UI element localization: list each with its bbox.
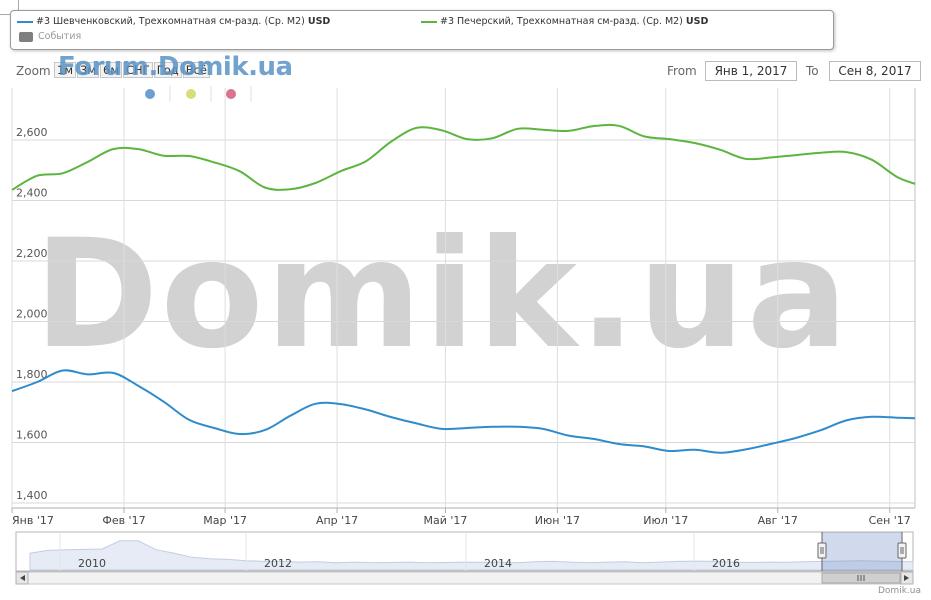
from-date-input[interactable]: Янв 1, 2017	[705, 61, 797, 81]
y-tick-label: 1,400	[16, 489, 48, 502]
series-line-pechersky	[11, 123, 916, 191]
zoom-button-1y[interactable]: Год	[153, 62, 182, 78]
x-tick-label: Янв '17	[12, 514, 54, 527]
y-tick-label: 2,000	[16, 308, 48, 321]
event-marker-icon	[186, 89, 196, 99]
zoom-button-all[interactable]: Всё	[182, 62, 211, 78]
event-marker-icon	[226, 89, 236, 99]
grid	[11, 88, 916, 508]
navigator-year-label: 2016	[712, 557, 740, 570]
y-tick-label: 1,600	[16, 429, 48, 442]
navigator-selected-range	[822, 532, 902, 571]
event-marker-icon	[145, 89, 155, 99]
navigator-handle[interactable]	[897, 542, 907, 559]
x-tick-label: Май '17	[423, 514, 467, 527]
handle-box	[817, 542, 827, 559]
series-line-shevchenkovsky	[11, 369, 916, 454]
navigator[interactable]: 2010 2012 2014 2016	[15, 531, 914, 585]
navigator-handle[interactable]	[817, 542, 827, 559]
credit-link[interactable]: Domik.ua	[878, 586, 921, 596]
series-lines	[11, 123, 916, 454]
x-tick-label: Мар '17	[203, 514, 247, 527]
to-label: To	[806, 64, 819, 78]
x-tick-label: Июн '17	[535, 514, 580, 527]
x-tick-label: Сен '17	[869, 514, 911, 527]
arrow-left-icon	[20, 575, 25, 581]
zoom-button-ytd[interactable]: СНГ	[123, 62, 153, 78]
x-tick-label: Фев '17	[102, 514, 145, 527]
navigator-year-label: 2010	[78, 557, 106, 570]
y-tick-label: 2,600	[16, 126, 48, 139]
zoom-button-1m[interactable]: 1м	[54, 62, 76, 78]
events-square-icon	[19, 31, 33, 42]
y-tick-label: 1,800	[16, 368, 48, 381]
zoom-label: Zoom	[16, 64, 51, 78]
series-line-icon	[17, 20, 33, 23]
forum-watermark: Forum.Domik.ua	[58, 52, 293, 82]
navigator-year-label: 2014	[484, 557, 512, 570]
x-tick-label: Апр '17	[316, 514, 358, 527]
series-line-icon	[421, 20, 437, 23]
to-date-input[interactable]: Сен 8, 2017	[829, 61, 921, 81]
zoom-button-3m[interactable]: 3м	[77, 62, 99, 78]
event-markers	[145, 86, 252, 102]
legend-item-events[interactable]: События	[19, 31, 81, 42]
y-tick-label: 2,200	[16, 247, 48, 260]
y-axis-labels: 1,400 1,600 1,800 2,000 2,200 2,400 2,600	[16, 126, 48, 502]
x-axis: Янв '17 Фев '17 Мар '17 Апр '17 Май '17 Июн '…	[11, 507, 915, 527]
legend-item-shevchenkovsky[interactable]: #3 Шевченковский, Трехкомнатная см-разд.…	[17, 16, 330, 27]
y-tick-label: 2,400	[16, 187, 48, 200]
navigator-scrollbar[interactable]	[15, 571, 914, 585]
domik-watermark: Domik.ua	[34, 208, 851, 382]
handle-box	[897, 542, 907, 559]
navigator-series-area	[29, 540, 914, 571]
legend: #3 Шевченковский, Трехкомнатная см-разд.…	[10, 10, 834, 50]
x-tick-label: Июл '17	[643, 514, 688, 527]
scrollbar-track	[15, 571, 914, 585]
arrow-right-icon	[904, 575, 909, 581]
from-label: From	[667, 64, 697, 78]
zoom-button-6m[interactable]: 6м	[100, 62, 122, 78]
legend-item-pechersky[interactable]: #3 Печерский, Трехкомнатная см-разд. (Ср…	[421, 16, 708, 27]
x-tick-label: Авг '17	[758, 514, 798, 527]
navigator-year-label: 2012	[264, 557, 292, 570]
